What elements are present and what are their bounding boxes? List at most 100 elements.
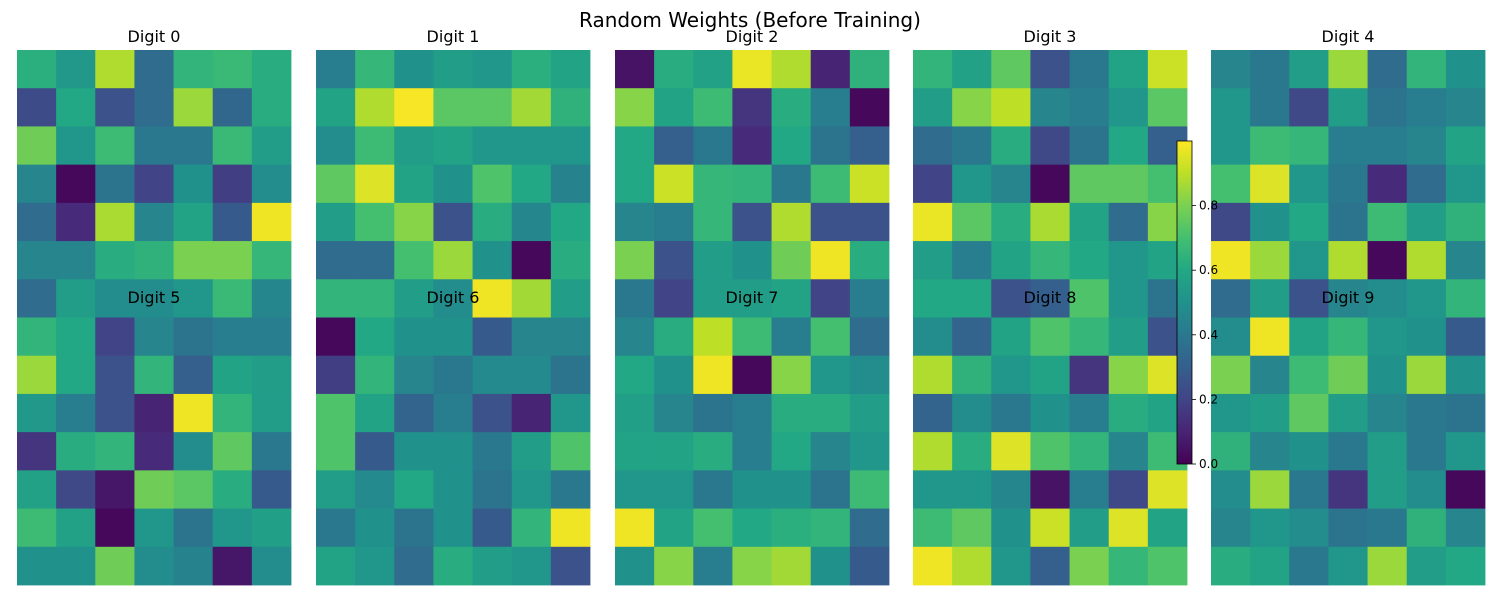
heatmap-cell [95, 432, 135, 471]
heatmap-cell [95, 50, 135, 89]
heatmap-cell [693, 355, 733, 395]
heatmap-cell [1030, 202, 1070, 242]
heatmap-cell [17, 50, 57, 89]
heatmap-cell [1069, 164, 1110, 204]
heatmap-cell [550, 279, 591, 318]
heatmap-cell [1445, 317, 1486, 357]
heatmap-cell [1108, 164, 1149, 204]
heatmap-cell [810, 88, 851, 127]
heatmap-cell [1445, 50, 1486, 89]
heatmap-cell [1445, 88, 1486, 127]
heatmap-cell [355, 88, 395, 127]
heatmap-cell [1030, 88, 1070, 127]
heatmap-cell [95, 470, 135, 509]
heatmap-cell [991, 355, 1031, 395]
heatmap-cell [316, 279, 356, 318]
heatmap-cell [1108, 241, 1149, 280]
colorbar-tick-label: 0.4 [1199, 328, 1218, 342]
heatmap-cell [316, 241, 356, 280]
heatmap-cell [1250, 317, 1290, 357]
heatmap-cell [1406, 202, 1447, 242]
heatmap-cell [173, 393, 214, 433]
heatmap-cell [251, 279, 292, 318]
heatmap-cell [251, 432, 292, 471]
heatmap-cell [1328, 88, 1368, 127]
heatmap-cell [1367, 50, 1408, 89]
heatmap-cell [550, 317, 591, 357]
heatmap-cell [1328, 355, 1368, 395]
heatmap-cell [771, 126, 812, 166]
heatmap-cell [849, 88, 890, 127]
heatmap-cell [1406, 279, 1447, 318]
heatmap-cell [1108, 50, 1149, 89]
heatmap-cell [1108, 355, 1149, 395]
heatmap-cell [316, 470, 356, 509]
heatmap-cell [394, 164, 434, 204]
heatmap-cell [173, 164, 214, 204]
heatmap-cell [1069, 50, 1110, 89]
heatmap-cell [1147, 50, 1188, 89]
heatmap-cell [732, 432, 772, 471]
heatmap-cell [849, 508, 890, 548]
heatmap-cell [1030, 393, 1070, 433]
heatmap-cell [913, 126, 953, 166]
heatmap-cell [433, 317, 473, 357]
colorbar-tick-label: 0.0 [1199, 457, 1218, 471]
heatmap-cell [394, 50, 434, 89]
heatmap-cell [991, 202, 1031, 242]
colorbar-tick-label: 0.2 [1199, 392, 1218, 406]
heatmap-cell [472, 508, 513, 548]
heatmap-cell [810, 546, 851, 586]
heatmap-cell [732, 164, 772, 204]
heatmap-cell [394, 393, 434, 433]
heatmap-cell [1289, 164, 1329, 204]
heatmap-cell [913, 546, 953, 586]
heatmap-cell [1367, 393, 1408, 433]
heatmap-cell [1445, 279, 1486, 318]
heatmap-cell [1030, 432, 1070, 471]
heatmap-cell [212, 126, 253, 166]
heatmap-cell [251, 393, 292, 433]
heatmap-cell [134, 508, 174, 548]
heatmap-cell [991, 470, 1031, 509]
heatmap-cell [433, 546, 473, 586]
heatmap-panel: Digit 1 [316, 27, 591, 586]
heatmap-cell [511, 126, 552, 166]
heatmap-cell [1445, 355, 1486, 395]
heatmap-cell [1211, 279, 1251, 318]
heatmap-cell [849, 50, 890, 89]
heatmap-cell [849, 432, 890, 471]
colorbar-tick-label: 0.6 [1199, 263, 1218, 277]
heatmap-cell [134, 164, 174, 204]
heatmap-cell [1289, 279, 1329, 318]
heatmap-cell [134, 50, 174, 89]
heatmap-cell [1328, 432, 1368, 471]
heatmap-cell [316, 317, 356, 357]
heatmap-cell [251, 202, 292, 242]
heatmap-cell [511, 50, 552, 89]
heatmap-cell [134, 279, 174, 318]
heatmap-cell [1030, 241, 1070, 280]
heatmap-cell [1289, 432, 1329, 471]
heatmap-cell [1250, 432, 1290, 471]
heatmap-cell [732, 317, 772, 357]
heatmap-cell [1367, 317, 1408, 357]
heatmap-cell [355, 164, 395, 204]
heatmap-cell [771, 393, 812, 433]
heatmap-cell [1367, 126, 1408, 166]
heatmap-cell [212, 393, 253, 433]
heatmap-cell [1069, 126, 1110, 166]
heatmap-cell [1250, 50, 1290, 89]
heatmap-cell [316, 202, 356, 242]
heatmap-cell [472, 432, 513, 471]
heatmap-cell [95, 393, 135, 433]
heatmap-cell [1069, 317, 1110, 357]
heatmap-cell [1406, 50, 1447, 89]
heatmap-cell [394, 88, 434, 127]
heatmap-cell [1030, 126, 1070, 166]
heatmap-cell [810, 470, 851, 509]
heatmap-cell [952, 164, 992, 204]
heatmap-cell [693, 241, 733, 280]
panel-title: Digit 1 [427, 27, 480, 46]
